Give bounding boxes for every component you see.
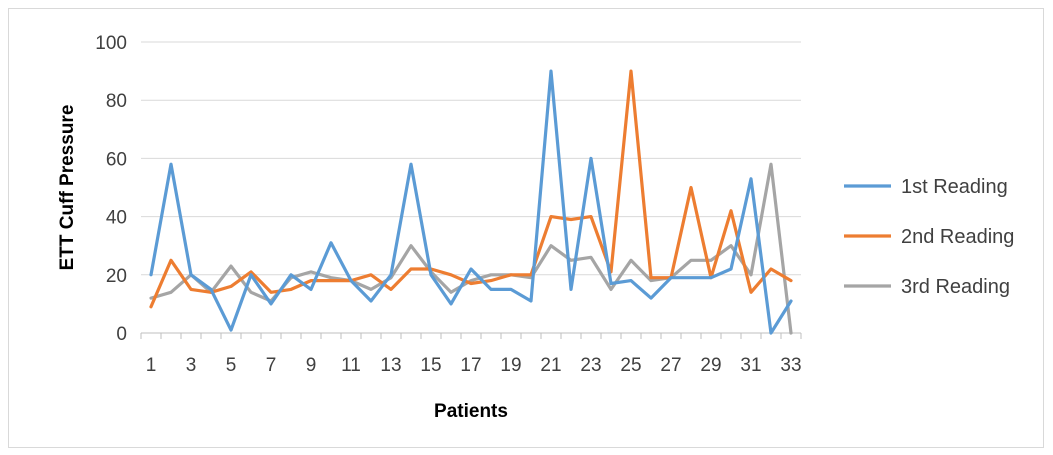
series-lines <box>149 69 793 335</box>
y-axis-ticks: 0 20 40 60 80 100 <box>95 33 127 345</box>
x-tick-label: 33 <box>780 355 801 376</box>
y-tick-label: 100 <box>95 33 127 54</box>
x-tick-label: 3 <box>186 355 197 376</box>
x-tick-label: 25 <box>620 355 641 376</box>
series-line-1 <box>149 69 793 335</box>
x-tick-label: 9 <box>306 355 317 376</box>
x-tick-label: 29 <box>700 355 721 376</box>
x-tick-label: 27 <box>660 355 681 376</box>
series-line-2 <box>149 69 793 309</box>
x-axis-title: Patients <box>434 401 508 422</box>
x-tick-label: 5 <box>226 355 237 376</box>
x-axis-ticks: 1 3 5 7 9 11 13 15 17 19 21 23 25 27 29 31 33 <box>140 332 802 376</box>
x-tick-label: 11 <box>341 355 361 376</box>
x-tick-label: 15 <box>420 355 441 376</box>
x-tick-label: 23 <box>580 355 601 376</box>
y-tick-label: 40 <box>106 208 127 229</box>
x-tick-label: 17 <box>460 355 481 376</box>
series-line-3 <box>149 162 793 335</box>
x-tick-label: 19 <box>500 355 521 376</box>
x-tick-label: 1 <box>146 355 157 376</box>
y-tick-label: 0 <box>116 324 127 345</box>
x-tick-label: 13 <box>380 355 401 376</box>
legend: 1st Reading 2nd Reading 3rd Reading <box>844 176 1014 298</box>
x-tick-label: 21 <box>540 355 561 376</box>
y-tick-label: 20 <box>106 266 127 287</box>
y-axis-title: ETT Cuff Pressure <box>57 105 78 271</box>
gridlines <box>141 41 801 334</box>
y-tick-label: 80 <box>106 91 127 112</box>
legend-label-3: 3rd Reading <box>901 276 1010 298</box>
legend-label-1: 1st Reading <box>901 176 1008 198</box>
legend-label-2: 2nd Reading <box>901 226 1014 248</box>
chart-frame: 0 20 40 60 80 100 1 3 5 7 9 11 13 15 17 19 21 23 25 27 29 31… <box>8 8 1044 448</box>
x-tick-label: 7 <box>266 355 277 376</box>
y-tick-label: 60 <box>106 149 127 170</box>
x-tick-label: 31 <box>740 355 761 376</box>
